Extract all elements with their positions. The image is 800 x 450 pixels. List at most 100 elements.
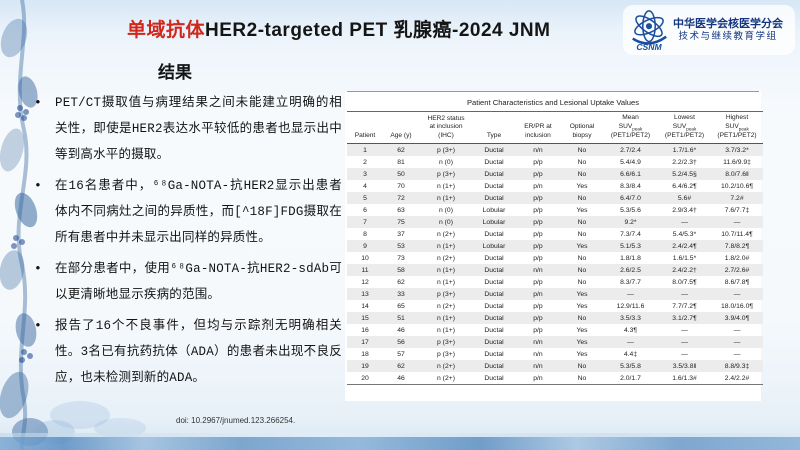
table-cell: n (1+) <box>437 194 455 202</box>
table-cell: 81 <box>397 158 405 166</box>
table-cell: 70 <box>397 182 405 190</box>
column-header: Optional biopsy <box>561 110 603 145</box>
table-cell: p/p <box>533 206 543 214</box>
table-cell: 6.4/7.0 <box>620 194 641 202</box>
table-cell: Ductal <box>484 314 504 322</box>
table-row: 5 72 n (1+) Ductal p/p No 6.4/7.0 5.6# 7.2# <box>347 192 763 205</box>
table-cell: Yes <box>576 206 588 214</box>
table-cell: n (0) <box>439 158 453 166</box>
table-cell: 8.3/7.7 <box>620 278 641 286</box>
table-cell: 1.8/2.0# <box>724 254 750 262</box>
table-cell: 65 <box>397 302 405 310</box>
table-cell: — <box>627 290 634 298</box>
table-cell: 62 <box>397 278 405 286</box>
column-header: Highest SUVpeak (PET1/PET2) <box>711 110 763 145</box>
table-cell: p/n <box>533 374 543 382</box>
table-cell: p (3+) <box>437 146 455 154</box>
table-cell: Ductal <box>484 338 504 346</box>
table-cell: Ductal <box>484 254 504 262</box>
table-cell: p/p <box>533 278 543 286</box>
table-cell: 9 <box>363 242 367 250</box>
table-cell: 73 <box>397 254 405 262</box>
table-cell: — <box>681 290 688 298</box>
table-row: 6 63 n (0) Lobular p/p Yes 5.3/5.6 2.9/3.4† 7.6/… <box>347 204 763 216</box>
table-row: 13 33 p (3+) Ductal p/n Yes — — — <box>347 288 763 301</box>
table-cell: p (3+) <box>437 170 455 178</box>
table-cell: 7.3/7.4 <box>620 230 641 238</box>
column-header: ER/PR at inclusion <box>515 110 561 145</box>
table-cell: 7 <box>363 218 367 226</box>
table-cell: 11 <box>361 266 369 274</box>
table-cell: Yes <box>576 326 588 334</box>
table-cell: Yes <box>576 350 588 358</box>
table-cell: n (0) <box>439 206 453 214</box>
column-header: Type <box>473 110 515 145</box>
table-cell: 4 <box>363 182 367 190</box>
table-cell: n (1+) <box>437 278 455 286</box>
table-cell: 7.8/8.2¶ <box>724 242 750 250</box>
table-cell: No <box>577 170 587 178</box>
patient-table: Patient Age (y) HER2 status at inclusion (IH… <box>347 110 763 385</box>
table-title: Patient Characteristics and Lesional Upt… <box>347 91 759 111</box>
bullet-item: PET/CT摄取值与病理结果之间未能建立明确的相关性，即使是HER2表达水平较低… <box>34 90 342 168</box>
table-cell: 18.0/16.0¶ <box>721 302 753 310</box>
table-cell: Ductal <box>484 326 504 334</box>
table-cell: 1.8/1.8 <box>620 254 641 262</box>
bullet-item: 在部分患者中，使用⁶⁸Ga-NOTA-抗HER2-sdAb可以更清晰地显示疾病的… <box>34 256 342 308</box>
table-cell: 13 <box>361 290 369 298</box>
table-row: 17 56 p (3+) Ductal n/n Yes — — — <box>347 336 763 349</box>
table-cell: 3 <box>363 170 367 178</box>
table-cell: 8 <box>363 230 367 238</box>
table-cell: 53 <box>397 242 405 250</box>
table-cell: — <box>733 326 741 334</box>
table-cell: — <box>681 350 688 358</box>
table-row: 16 46 n (1+) Ductal p/p Yes 4.3¶ — — <box>347 324 763 336</box>
column-header: Age (y) <box>383 110 419 145</box>
slide-title: 单域抗体HER2-targeted PET 乳腺癌-2024 JNM <box>127 15 550 42</box>
table-row: 2 81 n (0) Ductal p/p No 5.4/4.9 2.2/2.3† 11.6/9… <box>347 156 763 168</box>
table-cell: 50 <box>397 170 405 178</box>
table-cell: No <box>577 362 587 370</box>
table-cell: 8.0/7.5¶ <box>672 278 697 286</box>
table-cell: 9.2* <box>624 218 637 226</box>
table-cell: 37 <box>397 230 405 238</box>
table-cell: n (2+) <box>437 374 455 382</box>
table-cell: 1.7/1.6* <box>672 146 697 154</box>
table-cell: — <box>681 326 688 334</box>
table-cell: 57 <box>397 350 405 358</box>
table-cell: 8.6/7.8¶ <box>724 278 750 286</box>
table-cell: Yes <box>576 338 588 346</box>
slide-title-highlight: 单域抗体 <box>127 20 206 41</box>
table-cell: 2.6/2.5 <box>620 266 641 274</box>
table-cell: 1.6/1.5* <box>672 254 697 262</box>
table-row: 18 57 p (3+) Ductal n/n Yes 4.4‡ — — <box>347 348 763 360</box>
table-row: 4 70 n (1+) Ductal p/n Yes 8.3/8.4 6.4/6.2¶ 10.2… <box>347 180 763 192</box>
table-cell: p/n <box>533 290 543 298</box>
table-cell: 3.5/3.8‖ <box>672 362 697 370</box>
bullet-list: PET/CT摄取值与病理结果之间未能建立明确的相关性，即使是HER2表达水平较低… <box>34 90 342 396</box>
table-cell: n (1+) <box>437 326 455 334</box>
table-cell: Ductal <box>484 194 504 202</box>
table-cell: No <box>577 266 587 274</box>
table-cell: 6.6/6.1 <box>620 170 641 178</box>
logo-text: 中华医学会核医学分会 技术与继续教育学组 <box>673 17 783 44</box>
table-cell: 15 <box>361 314 369 322</box>
table-cell: 7.7/7.2¶ <box>672 302 697 310</box>
table-cell: 2.4/2.2# <box>724 374 750 382</box>
table-row: 20 46 n (2+) Ductal p/n No 2.0/1.7 1.6/1.3# 2.4/… <box>347 372 763 385</box>
table-cell: n (1+) <box>437 182 455 190</box>
table-cell: 5 <box>363 194 367 202</box>
table-cell: n/n <box>533 362 543 370</box>
table-cell: 46 <box>397 374 405 382</box>
table-row: 3 50 p (3+) Ductal p/p No 6.6/6.1 5.2/4.5§ 8.0/7… <box>347 168 763 181</box>
table-cell: 7.6/7.7‡ <box>724 206 750 214</box>
table-cell: p/p <box>533 326 543 334</box>
table-cell: p/p <box>533 158 543 166</box>
table-cell: 18 <box>361 350 369 358</box>
table-cell: n/n <box>533 266 543 274</box>
table-cell: 1 <box>363 146 367 154</box>
table-panel: Patient Characteristics and Lesional Upt… <box>345 91 763 401</box>
table-cell: 51 <box>397 314 405 322</box>
table-cell: No <box>577 146 587 154</box>
table-cell: 56 <box>397 338 405 346</box>
